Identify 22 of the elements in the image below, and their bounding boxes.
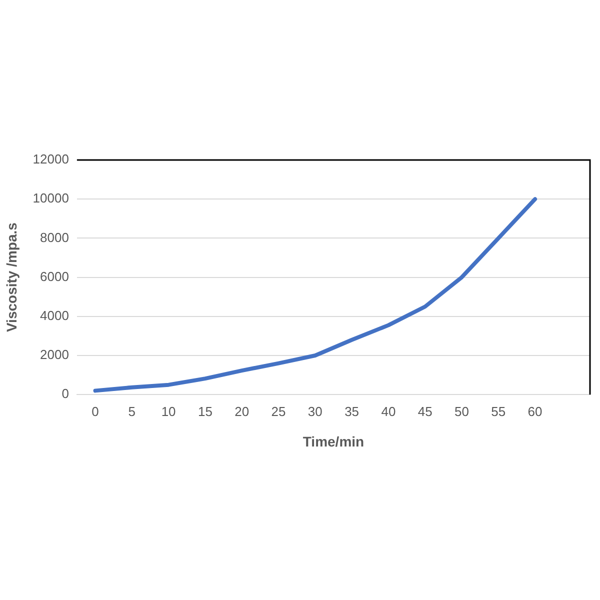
x-tick-label: 20	[234, 404, 250, 419]
x-tick-label: 45	[418, 404, 432, 419]
y-tick-label: 10000	[32, 190, 69, 206]
y-axis-title: Viscosity /mpa.s	[3, 222, 20, 332]
y-tick-label: 0	[62, 386, 69, 402]
y-tick-label: 12000	[32, 152, 69, 167]
x-tick-label: 35	[344, 404, 360, 419]
y-tick-label: 8000	[40, 230, 69, 245]
x-tick-label: 30	[308, 404, 322, 419]
y-tick-label: 4000	[40, 308, 69, 323]
x-tick-label: 40	[381, 404, 396, 419]
y-tick-label: 6000	[40, 268, 69, 284]
x-axis-title: Time/min	[302, 433, 364, 450]
x-tick-label: 55	[491, 404, 506, 419]
x-tick-label: 60	[528, 404, 542, 419]
x-tick-label: 10	[161, 404, 176, 419]
x-tick-label: 25	[271, 404, 286, 419]
x-tick-label: 0	[92, 404, 99, 419]
x-tick-label: 50	[454, 404, 469, 419]
x-tick-label: 5	[128, 404, 136, 419]
y-tick-label: 2000	[40, 347, 69, 362]
x-tick-label: 15	[198, 404, 212, 419]
